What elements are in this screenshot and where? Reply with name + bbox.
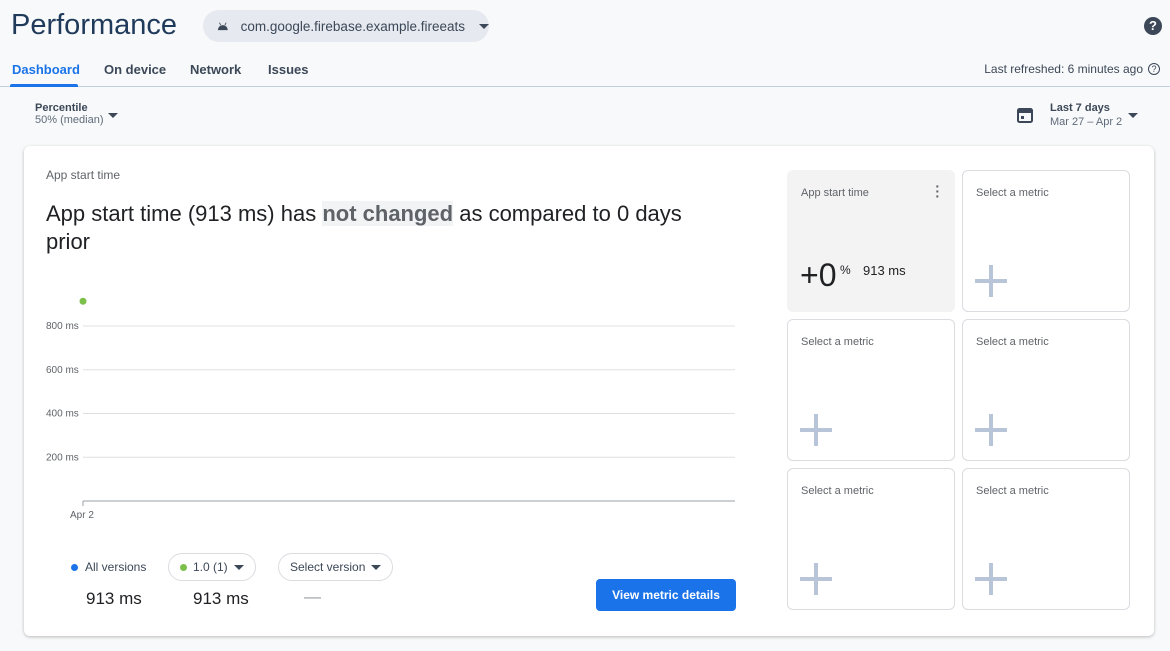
chevron-down-icon <box>108 113 118 118</box>
last-refreshed: Last refreshed: 6 minutes ago ? <box>984 62 1160 76</box>
version-value: 913 ms <box>193 589 249 608</box>
add-icon <box>975 265 1007 297</box>
add-icon <box>975 414 1007 446</box>
metric-tile-app-start-time[interactable]: App start time · · · +0 % 913 ms <box>787 170 955 312</box>
date-range: Mar 27 – Apr 2 <box>1050 116 1123 128</box>
last-refreshed-text: Last refreshed: 6 minutes ago <box>984 62 1143 76</box>
percentile-label: Percentile <box>35 102 88 114</box>
tile-placeholder: Select a metric <box>976 187 1049 199</box>
app-id: com.google.firebase.example.fireeats <box>240 18 465 34</box>
tile-value: 913 ms <box>863 263 906 278</box>
view-metric-details-button[interactable]: View metric details <box>596 579 736 611</box>
empty-metric-tile[interactable]: Select a metric <box>962 319 1130 461</box>
y-tick-label: 400 ms <box>46 409 79 420</box>
legend-dot-all <box>71 564 78 571</box>
select-version-label: Select version <box>290 560 366 574</box>
percentile-value: 50% (median) <box>35 114 104 126</box>
y-tick-label: 600 ms <box>46 365 79 376</box>
data-point <box>79 297 87 305</box>
add-icon <box>975 563 1007 595</box>
more-vert-icon[interactable]: · · · <box>935 178 940 204</box>
help-icon[interactable]: ? <box>1144 17 1162 35</box>
chevron-down-icon <box>479 23 489 29</box>
tab-bar: Dashboard On device Network Issues <box>0 56 1170 87</box>
add-icon <box>800 414 832 446</box>
tab-network[interactable]: Network <box>190 62 242 77</box>
headline-text: as compared to 0 days prior <box>46 201 682 254</box>
tile-placeholder: Select a metric <box>976 336 1049 348</box>
empty-metric-tile[interactable]: Select a metric <box>962 170 1130 312</box>
metric-chart: 200 ms 400 ms 600 ms 800 ms Apr 2 <box>46 297 735 521</box>
card-label: App start time <box>46 168 121 182</box>
percentile-selector[interactable]: Percentile 50% (median) <box>35 102 118 126</box>
chevron-down-icon <box>1128 113 1138 118</box>
x-tick-label: Apr 2 <box>70 510 94 521</box>
select-version-value: — <box>304 587 321 606</box>
version-chip-label: 1.0 (1) <box>193 560 228 574</box>
headline-highlight: not changed <box>322 201 454 226</box>
chevron-down-icon <box>371 564 382 570</box>
calendar-icon <box>1017 108 1033 123</box>
tile-placeholder: Select a metric <box>801 485 874 497</box>
tile-placeholder: Select a metric <box>976 485 1049 497</box>
chevron-down-icon <box>233 564 244 570</box>
y-tick-label: 800 ms <box>46 321 79 332</box>
y-tick-label: 200 ms <box>46 452 79 463</box>
legend-dot-version <box>180 563 187 571</box>
legend-all-versions: All versions <box>85 560 147 574</box>
empty-metric-tile[interactable]: Select a metric <box>787 319 955 461</box>
all-versions-value: 913 ms <box>86 589 142 608</box>
page-title: Performance <box>11 9 178 41</box>
tile-placeholder: Select a metric <box>801 336 874 348</box>
add-icon <box>800 563 832 595</box>
android-icon <box>217 22 228 31</box>
metric-headline: App start time (913 ms) has not changed … <box>46 200 726 256</box>
tile-title: App start time <box>801 187 869 199</box>
date-label: Last 7 days <box>1050 102 1110 114</box>
tab-issues[interactable]: Issues <box>268 62 309 77</box>
app-selector[interactable]: com.google.firebase.example.fireeats <box>203 10 489 42</box>
tab-on-device[interactable]: On device <box>104 62 167 77</box>
tile-change: +0 <box>800 257 837 293</box>
empty-metric-tile[interactable]: Select a metric <box>962 468 1130 610</box>
version-chip[interactable]: 1.0 (1) <box>168 553 256 581</box>
headline-text: App start time (913 ms) has <box>46 201 323 226</box>
select-version-chip[interactable]: Select version <box>278 553 394 581</box>
active-tab-indicator <box>10 84 78 87</box>
tile-change-unit: % <box>840 263 851 277</box>
tab-dashboard[interactable]: Dashboard <box>12 62 80 77</box>
help-icon[interactable]: ? <box>1148 63 1160 75</box>
empty-metric-tile[interactable]: Select a metric <box>787 468 955 610</box>
metric-card: App start time App start time (913 ms) h… <box>24 146 1154 636</box>
